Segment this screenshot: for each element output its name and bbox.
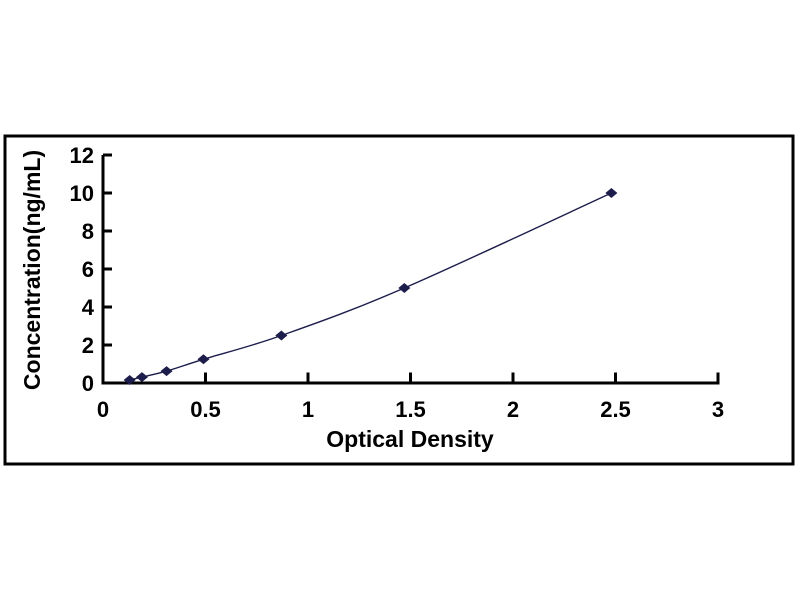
y-axis-tick-label: 8 [82, 219, 94, 244]
data-point-marker [275, 330, 288, 341]
x-axis-tick-label: 1 [302, 397, 314, 422]
y-axis-title: Concentration(ng/mL) [19, 150, 45, 390]
data-point-marker [135, 372, 148, 383]
chart-frame [3, 134, 795, 466]
data-point-marker [160, 366, 173, 377]
y-axis-tick-label: 2 [82, 333, 94, 358]
data-point-marker [398, 283, 411, 293]
x-axis-title: Optical Density [326, 426, 494, 452]
y-axis-tick-label: 0 [82, 371, 94, 396]
data-point-marker [197, 354, 210, 365]
y-axis-tick-label: 12 [70, 143, 94, 168]
x-axis-tick-label: 3 [712, 397, 724, 422]
y-axis-tick-label: 10 [70, 181, 94, 206]
x-axis-tick-label: 1.5 [395, 397, 426, 422]
plot-layer [123, 188, 618, 386]
x-axis-tick-label: 0 [97, 397, 109, 422]
standard-curve-line [129, 192, 612, 381]
y-axis-tick-label: 4 [82, 295, 95, 320]
axes-layer: 0 2 4 6 8 10 12 0 0.5 1 1.5 2 2.5 3 [70, 143, 725, 422]
x-axis-tick-label: 2 [507, 397, 519, 422]
data-point-marker [123, 375, 136, 386]
x-axis-tick-label: 0.5 [190, 397, 221, 422]
x-axis-tick-label: 2.5 [600, 397, 631, 422]
data-point-marker [605, 188, 618, 198]
y-axis-tick-label: 6 [82, 257, 94, 282]
